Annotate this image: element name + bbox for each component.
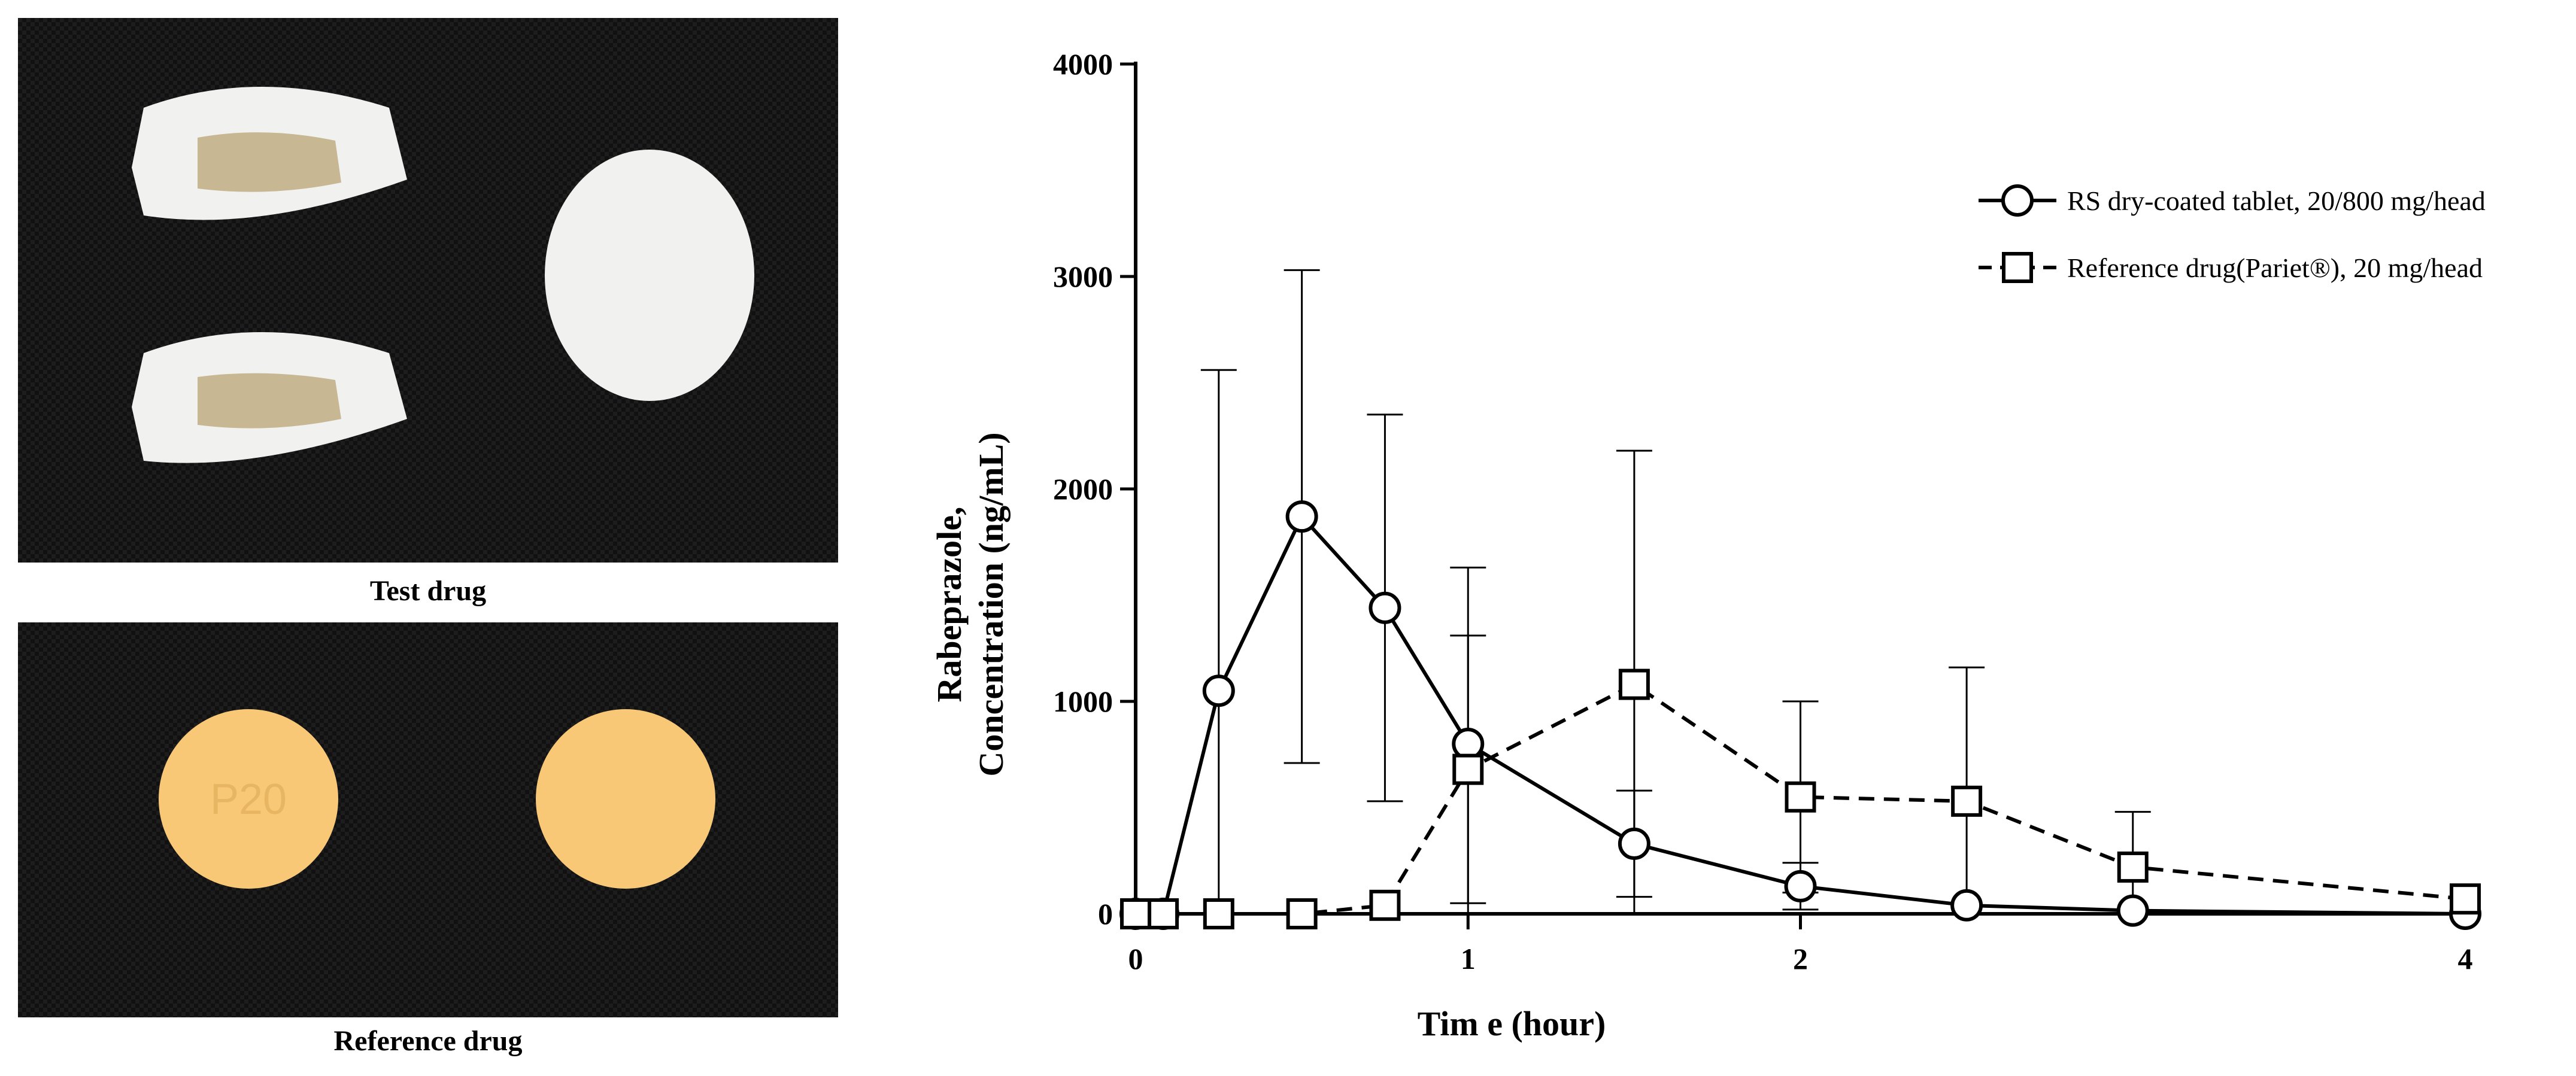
tablet-core-top	[198, 132, 341, 192]
reference-drug-photo-image: P20	[18, 622, 838, 1017]
chart-legend: RS dry-coated tablet, 20/800 mg/head Refe…	[1979, 184, 2486, 283]
square-marker	[2117, 851, 2149, 883]
square-marker	[2450, 883, 2481, 915]
x-tick-label: 0	[1128, 942, 1143, 975]
test-drug-photo	[18, 18, 838, 563]
circle-marker	[1950, 889, 1983, 922]
circle-marker	[1285, 500, 1318, 533]
circle-marker	[2116, 894, 2149, 927]
tablet-imprint: P20	[210, 776, 287, 823]
legend-square-marker	[2002, 252, 2033, 283]
x-tick-label: 2	[1793, 942, 1808, 975]
square-marker	[1369, 889, 1401, 921]
y-tick-label: 1000	[1053, 685, 1113, 718]
y-tick-label: 0	[1098, 897, 1113, 931]
legend-circle-marker	[2001, 184, 2034, 217]
square-marker	[1452, 753, 1484, 785]
x-tick-label: 1	[1461, 942, 1476, 975]
legend-label-2: Reference drug(Pariet®), 20 mg/head	[2067, 253, 2483, 283]
y-axis-label-line2: Concentration (ng/mL)	[972, 432, 1011, 776]
yellow-tablet-imprinted	[159, 709, 338, 889]
y-axis-label-line1: Rabeprazole,	[930, 507, 969, 703]
y-tick-label: 3000	[1053, 260, 1113, 293]
circle-marker	[1369, 591, 1401, 624]
y-tick-label: 4000	[1053, 47, 1113, 81]
reference-drug-photo: P20	[18, 622, 838, 1017]
x-tick-label: 4	[2458, 942, 2473, 975]
test-drug-caption: Test drug	[369, 575, 487, 607]
square-marker	[1785, 781, 1816, 813]
x-axis-label: Tim e (hour)	[1418, 1004, 1606, 1043]
legend-label-1: RS dry-coated tablet, 20/800 mg/head	[2067, 186, 2486, 216]
concentration-time-chart: 0 1000 2000 3000 4000 0 1 2 4 RS dry-coated tabl…	[930, 47, 2486, 1043]
square-marker	[1203, 898, 1234, 929]
circle-marker	[1784, 870, 1817, 902]
chart-axes: 0 1000 2000 3000 4000 0 1 2 4	[1053, 47, 2473, 975]
square-marker	[1618, 668, 1650, 700]
square-marker	[1120, 898, 1151, 929]
data-markers	[1119, 500, 2481, 930]
whole-white-tablet	[545, 150, 754, 401]
test-drug-photo-image	[18, 18, 838, 563]
circle-marker	[1202, 674, 1235, 707]
square-marker	[1951, 785, 1983, 817]
square-marker	[1286, 898, 1318, 929]
yellow-tablet-plain	[536, 709, 715, 889]
square-marker	[1148, 898, 1179, 929]
circle-marker	[1618, 827, 1650, 860]
reference-drug-caption: Reference drug	[333, 1025, 523, 1057]
y-tick-label: 2000	[1053, 472, 1113, 506]
tablet-core-bottom	[198, 373, 341, 428]
